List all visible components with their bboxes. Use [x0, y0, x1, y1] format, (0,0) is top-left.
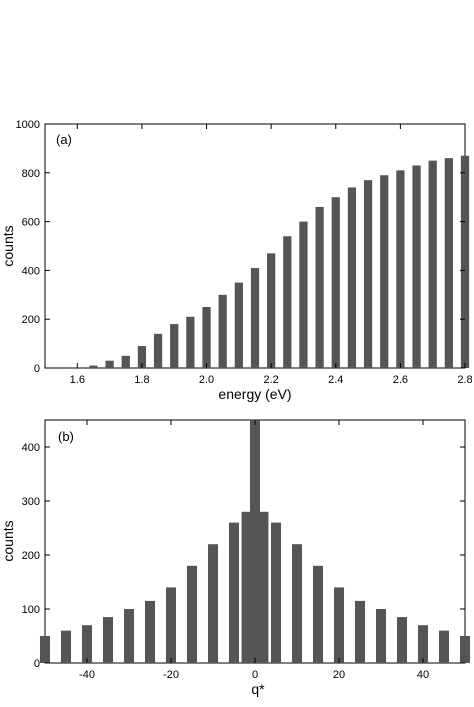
histogram-bar [428, 160, 437, 368]
histogram-bar [460, 155, 470, 368]
histogram-bar [228, 522, 240, 663]
histogram-bar [375, 609, 387, 663]
x-tick-label: 2.8 [457, 374, 472, 386]
bars [89, 155, 470, 368]
histogram-bar [207, 544, 219, 663]
histogram-bar [249, 420, 261, 663]
histogram-bar [331, 197, 340, 368]
y-tick-label: 300 [22, 496, 40, 508]
panel-label: (b) [58, 429, 74, 444]
x-tick-label: 2.6 [393, 374, 408, 386]
y-tick-label: 1000 [16, 119, 40, 131]
y-tick-label: 600 [22, 217, 40, 229]
histogram-bar [137, 346, 147, 368]
histogram-bar [250, 267, 260, 368]
histogram-bar [121, 355, 130, 368]
histogram-bar [170, 324, 179, 368]
x-tick-label: 40 [417, 669, 429, 681]
histogram-bar [186, 316, 195, 368]
histogram-bar [299, 221, 308, 368]
x-tick-label: 0 [252, 669, 258, 681]
histogram-bar [412, 165, 421, 368]
histogram-bar [241, 511, 252, 663]
x-ticks: -40 -20 0 20 40 [79, 420, 429, 681]
x-tick-label: -40 [79, 669, 95, 681]
y-tick-label: 0 [34, 658, 40, 670]
q-star-histogram-panel: -40 -20 0 20 40 0 100 200 300 400 (b) q* counts [0, 419, 471, 697]
y-tick-label: 100 [22, 604, 40, 616]
histogram-bar [165, 587, 177, 663]
y-ticks: 0 100 200 300 400 [22, 442, 465, 670]
histogram-bar [234, 282, 243, 368]
histogram-bar [39, 636, 51, 663]
histogram-bar [270, 522, 282, 663]
bars [39, 420, 471, 663]
x-tick-label: 2.4 [328, 374, 343, 386]
y-tick-label: 800 [22, 168, 40, 180]
histogram-bar [89, 365, 98, 368]
histogram-bar [312, 565, 324, 663]
x-tick-label: -20 [163, 669, 179, 681]
panel-label: (a) [56, 132, 72, 147]
y-tick-label: 400 [22, 442, 40, 454]
x-axis-label: energy (eV) [218, 386, 291, 402]
histogram-bar [363, 180, 373, 368]
x-axis-label: q* [251, 681, 265, 697]
y-tick-label: 200 [22, 550, 40, 562]
histogram-bar [202, 307, 211, 368]
y-axis-label: counts [0, 225, 16, 266]
histogram-bar [81, 625, 93, 663]
y-tick-label: 0 [34, 363, 40, 375]
histogram-bar [60, 630, 72, 663]
histogram-bar [396, 170, 405, 368]
histogram-bar [347, 187, 357, 368]
histogram-bar [186, 565, 198, 663]
y-ticks: 0 200 400 600 800 1000 [16, 119, 465, 375]
histogram-bar [438, 630, 450, 663]
histogram-bar [459, 636, 471, 663]
histogram-bar [218, 294, 227, 368]
x-tick-label: 1.8 [134, 374, 149, 386]
histogram-bar [354, 600, 366, 663]
histogram-bar [444, 158, 453, 368]
x-tick-label: 2.0 [199, 374, 214, 386]
histogram-bar [380, 175, 389, 368]
y-tick-label: 200 [22, 314, 40, 326]
histogram-bar [333, 587, 345, 663]
histogram-bar [144, 600, 156, 663]
histogram-bar [283, 236, 292, 368]
histogram-bar [123, 609, 135, 663]
histogram-bar [315, 206, 324, 368]
histogram-bar [417, 625, 429, 663]
y-tick-label: 400 [22, 265, 40, 277]
histogram-bar [291, 544, 303, 663]
histogram-bar [258, 511, 269, 663]
x-ticks: 1.6 1.8 2.0 2.2 2.4 2.6 2.8 [70, 124, 473, 386]
x-tick-label: 2.2 [264, 374, 279, 386]
histogram-bar [105, 360, 114, 368]
energy-histogram-panel: 1.6 1.8 2.0 2.2 2.4 2.6 2.8 02004006008001000 … [0, 119, 473, 402]
y-axis-label: counts [0, 520, 16, 561]
x-tick-label: 20 [333, 669, 345, 681]
histogram-bar [396, 617, 408, 663]
histogram-bar [102, 617, 114, 663]
histogram-bar [153, 333, 163, 368]
x-tick-label: 1.6 [70, 374, 85, 386]
histogram-bar [267, 253, 276, 368]
